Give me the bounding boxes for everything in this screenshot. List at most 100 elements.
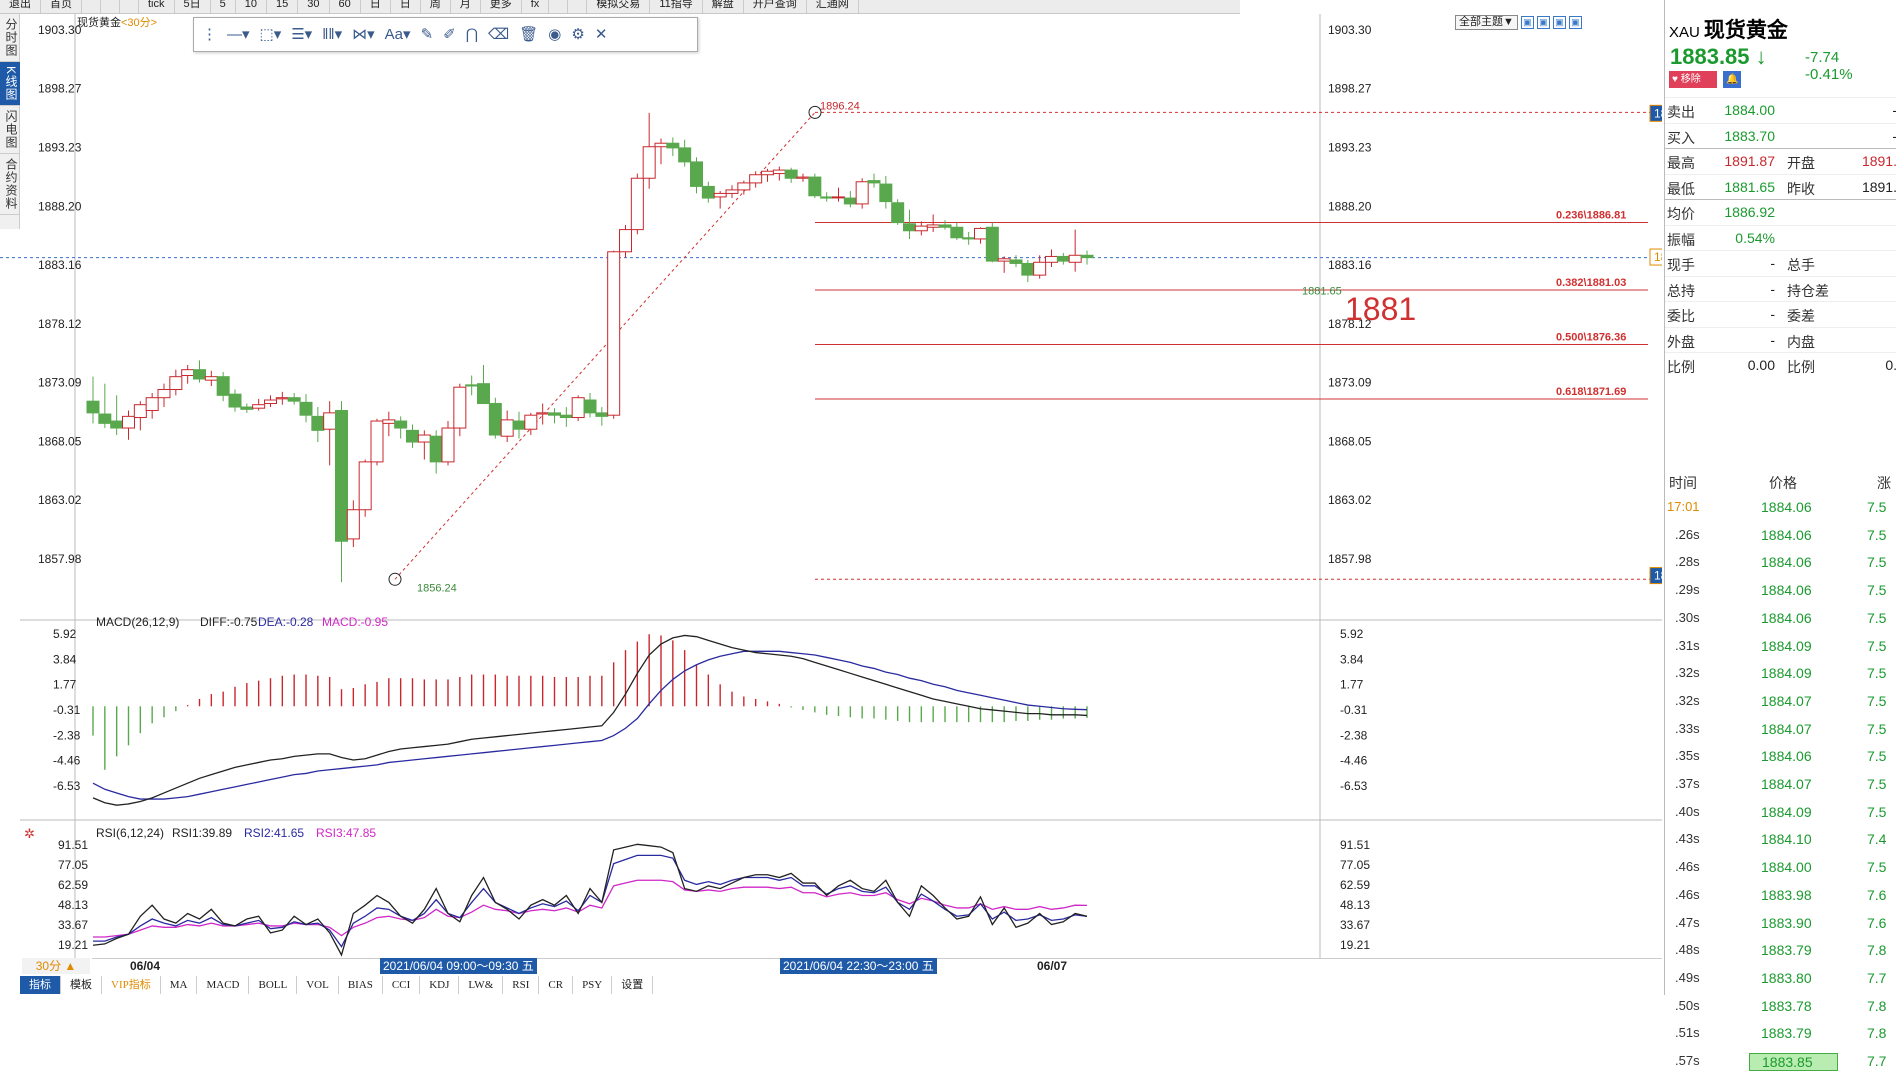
rect-tool-icon[interactable]: ⬚▾ (259, 26, 282, 43)
toolbar-item[interactable]: 5日 (175, 0, 211, 13)
quote-change: -7.74 -0.41% (1805, 49, 1896, 83)
indicator-tab[interactable]: BIAS (339, 976, 383, 994)
quote-row-label: 委比 (1667, 308, 1695, 324)
view-tab[interactable]: 闪电图 (0, 106, 20, 155)
indicator-tab[interactable]: RSI (503, 976, 540, 994)
alert-bell-button[interactable]: 🔔 (1723, 71, 1741, 88)
period-selector[interactable]: 30分 ▲ (22, 958, 90, 974)
indicator-tab[interactable]: MA (161, 976, 198, 994)
toolbar-item[interactable] (549, 0, 569, 13)
trash-icon[interactable]: 🗑 (519, 26, 539, 43)
quote-row-value: 0.54% (1735, 229, 1775, 246)
text-tool-icon[interactable]: Aa▾ (384, 26, 411, 43)
toolbar-item[interactable]: 5 (211, 0, 236, 13)
date-label-2: 06/07 (1037, 959, 1068, 973)
tick-row: .33s 1884.07 7.5 (1665, 716, 1896, 743)
tick-change: 7.8 (1867, 942, 1887, 959)
line-tool-icon[interactable]: —▾ (227, 26, 250, 43)
layout-4-icon[interactable]: ▣ (1568, 16, 1582, 29)
rsi1-label: RSI1:39.89 (172, 826, 232, 840)
theme-select[interactable]: 全部主题▼ (1455, 15, 1518, 30)
toolbar-item[interactable]: 10 (236, 0, 267, 13)
indicator-tab[interactable]: VIP指标 (102, 976, 161, 994)
layout-3-icon[interactable]: ▣ (1552, 16, 1566, 29)
toolbar-item[interactable]: fx (522, 0, 550, 13)
rsi-label: RSI(6,12,24) (96, 826, 164, 840)
toolbar-item[interactable]: 解盘 (703, 0, 744, 13)
quote-row-label2: 昨收 (1787, 180, 1815, 197)
quote-row-label: 外盘 (1667, 333, 1695, 350)
close-icon[interactable]: ✕ (594, 26, 608, 43)
rsi3-line (93, 879, 1088, 938)
tick-change: 7.5 (1867, 692, 1887, 709)
toolbar-item[interactable]: 60 (330, 0, 361, 13)
candle-body (275, 397, 289, 400)
toolbar-item[interactable]: 周 (421, 0, 451, 13)
toolbar-item[interactable] (568, 0, 588, 13)
brush-icon[interactable]: ✐ (443, 26, 456, 43)
toolbar-item[interactable]: 汇通网 (807, 0, 859, 13)
toolbar-item[interactable] (120, 0, 139, 13)
fib-level-label: 0.236\1886.81 (1556, 209, 1626, 221)
toolbar-item[interactable]: 开户查询 (744, 0, 807, 13)
tick-price: 1884.07 (1761, 720, 1812, 737)
magnet-icon[interactable]: ⋂ (465, 26, 479, 43)
annotation-1881: 1881 (1345, 291, 1416, 327)
grip-icon[interactable]: ⋮ (202, 26, 217, 43)
toolbar-item[interactable]: 11指导 (650, 0, 703, 13)
gear-icon[interactable]: ⚙ (571, 26, 585, 43)
candle-body (974, 227, 987, 240)
pencil-icon[interactable]: ✎ (420, 26, 434, 43)
candle-body (264, 399, 277, 405)
toolbar-item[interactable]: 月 (451, 0, 481, 13)
view-tab[interactable]: K线图 (0, 62, 20, 107)
toolbar-item[interactable]: 退出 (0, 0, 41, 13)
indicator-tab[interactable]: BOLL (249, 976, 298, 994)
left-view-switcher: 分时图 K线图 闪电图 合约资料 (0, 14, 20, 229)
eye-icon[interactable]: ◉ (548, 26, 562, 43)
toolbar-item[interactable]: 15 (267, 0, 299, 13)
indicator-tab[interactable]: 设置 (612, 976, 654, 994)
kline-chart[interactable]: 1903.30 1903.30 1898.27 1898.27 1893.23 1893.… (0, 0, 1662, 958)
layout-2-icon[interactable]: ▣ (1536, 16, 1550, 29)
indicator-tab[interactable]: MACD (197, 976, 250, 994)
indicator-tab[interactable]: 指标 (20, 976, 61, 994)
tick-time: .37s (1675, 776, 1700, 791)
quote-row: 委比 - 委差 (1665, 301, 1896, 326)
macd-axis-label-right: 3.84 (1340, 652, 1364, 666)
indicator-tab[interactable]: PSY (573, 976, 613, 994)
candle-body (98, 413, 112, 424)
layout-1-icon[interactable]: ▣ (1520, 16, 1534, 29)
date-label-1: 06/04 (130, 959, 161, 973)
indicator-tab[interactable]: CCI (383, 976, 421, 994)
candle-body (240, 406, 254, 410)
indicator-tab[interactable]: KDJ (420, 976, 460, 994)
toolbar-item[interactable] (82, 0, 101, 13)
toolbar-item[interactable]: 首页 (41, 0, 82, 13)
toolbar-item[interactable]: 更多 (481, 0, 522, 13)
view-tab[interactable]: 分时图 (0, 14, 20, 62)
toolbar-item[interactable]: 30 (298, 0, 330, 13)
indicator-tab[interactable]: LW& (459, 976, 504, 994)
indicator-tab[interactable]: VOL (297, 976, 339, 994)
price-axis-label-left: 1883.16 (38, 258, 82, 272)
toolbar-item[interactable]: 模拟交易 (587, 0, 651, 13)
indicator-tab[interactable]: CR (539, 976, 574, 994)
pattern-tool-icon[interactable]: ⋈▾ (352, 26, 375, 43)
tick-change: 7.5 (1867, 499, 1887, 515)
toolbar-item[interactable]: tick (139, 0, 175, 13)
indicator-tab[interactable]: 模板 (61, 976, 102, 994)
tick-row: .26s 1884.06 7.5 (1665, 522, 1896, 549)
tick-row: .32s 1884.09 7.5 (1665, 660, 1896, 687)
remove-watch-button[interactable]: ♥ 移除 (1669, 71, 1717, 88)
toolbar-item[interactable]: 日 (391, 0, 421, 13)
view-tab[interactable]: 合约资料 (0, 154, 20, 216)
toolbar-item[interactable]: 日 (361, 0, 391, 13)
eraser-icon[interactable]: ⌫ (488, 26, 510, 43)
tick-row: .48s 1883.79 7.8 (1665, 937, 1896, 964)
toolbar-item[interactable] (101, 0, 120, 13)
candle-body (133, 404, 147, 419)
fib-tool-icon[interactable]: ☰▾ (291, 26, 313, 43)
bars-tool-icon[interactable]: ‖‖▾ (322, 26, 343, 43)
quote-row-value: - (1770, 280, 1775, 297)
